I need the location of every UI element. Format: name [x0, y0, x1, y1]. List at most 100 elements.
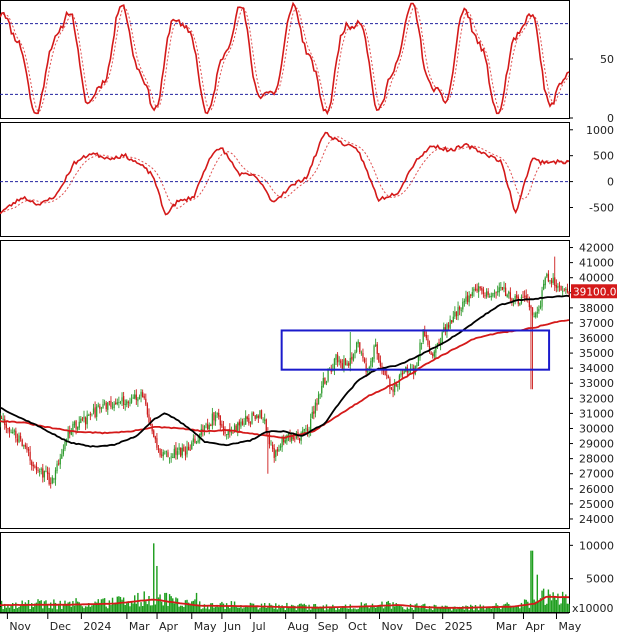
price-candle-body: [544, 277, 546, 286]
price-candle-body: [232, 432, 234, 434]
price-candle-body: [400, 373, 402, 376]
price-candle-body: [439, 342, 442, 345]
price-candle-body: [256, 414, 258, 418]
volume-bar: [398, 605, 401, 612]
price-candle-body: [558, 285, 561, 287]
volume-bar: [278, 604, 280, 612]
volume-bar: [535, 601, 537, 612]
price-candle-body: [379, 360, 382, 366]
price-candle-body: [436, 343, 439, 345]
price-candle-body: [140, 391, 142, 397]
price-candle-body: [317, 394, 320, 405]
volume-bar: [555, 599, 558, 612]
stochastic-y-tick-label: 50: [600, 53, 614, 66]
price-y-tick-label: 35000: [579, 347, 614, 360]
price-candle-body: [251, 412, 253, 424]
volume-bar: [238, 607, 241, 612]
price-candle-body: [401, 372, 404, 375]
price-candle-body: [471, 292, 473, 296]
volume-bar: [176, 598, 179, 612]
price-candle-body: [478, 286, 480, 293]
volume-bar: [370, 606, 372, 612]
volume-bar: [412, 609, 415, 612]
price-candle-body: [468, 295, 470, 303]
volume-bar: [411, 607, 413, 612]
volume-bar: [451, 610, 453, 612]
price-candle-body: [500, 287, 502, 289]
price-candle-body: [203, 425, 206, 431]
price-candle-body: [187, 446, 190, 450]
volume-bar: [191, 601, 193, 612]
volume-bar: [151, 605, 153, 612]
volume-bar: [227, 606, 229, 612]
volume-bar: [78, 602, 80, 612]
price-candle-body: [186, 446, 188, 455]
stochastic-y-tick-label: 0: [607, 112, 614, 125]
volume-bar: [50, 602, 52, 612]
volume-bar: [200, 609, 203, 612]
volume-bar: [54, 602, 57, 612]
price-y-tick-label: 32000: [579, 392, 614, 405]
price-candle-body: [168, 457, 171, 459]
volume-bar: [243, 607, 245, 612]
volume-bar: [53, 599, 55, 612]
price-candle-body: [31, 461, 33, 466]
price-candle-body: [264, 419, 266, 421]
volume-bar: [536, 574, 539, 612]
price-candle-body: [435, 346, 437, 353]
volume-bar: [154, 604, 157, 612]
volume-bar: [5, 607, 8, 612]
price-candle-body: [344, 358, 347, 365]
price-candle-body: [367, 370, 369, 373]
price-candle-body: [268, 433, 271, 445]
volume-bar: [487, 606, 489, 612]
volume-bar: [211, 603, 214, 612]
volume-bar: [186, 599, 188, 612]
price-candle-body: [170, 456, 172, 458]
price-candle-body: [75, 420, 77, 429]
volume-bar: [474, 605, 477, 612]
volume-bar: [389, 602, 391, 612]
volume-bar: [141, 606, 144, 612]
volume-bar: [340, 607, 342, 612]
price-candle-body: [333, 358, 336, 371]
volume-bar: [462, 606, 464, 612]
price-candle-body: [130, 399, 133, 403]
volume-bar: [561, 591, 564, 612]
volume-bar: [32, 607, 34, 612]
volume-bar: [281, 605, 283, 612]
volume-bar: [62, 605, 65, 612]
price-candle-body: [37, 470, 39, 471]
price-candle-body: [283, 438, 285, 443]
price-candle-body: [292, 434, 294, 440]
price-candle-body: [159, 449, 161, 456]
x-axis: Nov Dec 2024 Mar Apr May Jun Jul Aug Sep Oct Nov Dec…: [0, 612, 582, 633]
volume-bar: [458, 606, 461, 612]
price-candle-body: [310, 419, 312, 431]
price-candle-body: [476, 288, 478, 292]
volume-bar: [249, 602, 252, 612]
price-candle-body: [126, 400, 128, 405]
price-candle-body: [173, 448, 175, 459]
volume-bar: [504, 603, 507, 612]
volume-bar: [428, 606, 431, 612]
volume-bar: [435, 605, 437, 612]
price-candle-body: [363, 358, 366, 363]
price-candle-body: [134, 394, 136, 399]
macd-y-tick-label: 0: [607, 176, 614, 189]
price-candle-body: [368, 367, 370, 370]
price-candle-body: [119, 401, 122, 403]
price-candle-body: [300, 432, 302, 441]
price-candle-body: [21, 439, 23, 447]
volume-bar: [102, 598, 104, 612]
price-candle-body: [181, 447, 183, 456]
volume-bar: [381, 601, 383, 612]
price-candle-body: [311, 412, 313, 419]
volume-bar: [554, 597, 556, 612]
price-candle-body: [325, 381, 328, 384]
price-y-tick-label: 28000: [579, 453, 614, 466]
volume-bar: [568, 603, 570, 612]
volume-bar: [354, 608, 356, 612]
volume-bar: [86, 606, 88, 612]
price-candle-body: [111, 406, 114, 408]
